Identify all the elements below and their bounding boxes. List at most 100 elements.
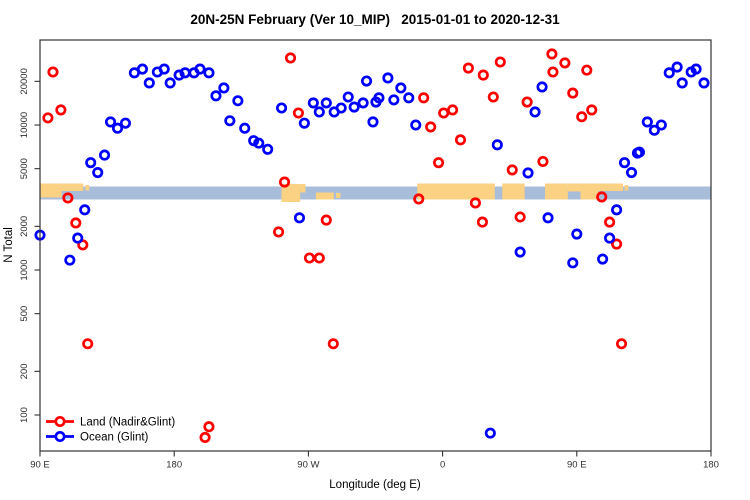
axis-ticks: 90 E 180 90 W 0 90 E 180 100 200 500 1000 2000 5000…: [19, 68, 719, 470]
data-point-land: [62, 192, 74, 204]
data-point-ocean: [357, 97, 369, 109]
x-tick-label: 180: [703, 460, 719, 471]
data-point-land: [438, 107, 450, 119]
data-point-ocean: [348, 101, 360, 113]
data-point-ocean: [79, 204, 91, 216]
data-point-land: [559, 57, 571, 69]
data-point-ocean: [92, 166, 104, 179]
data-point-ocean: [335, 102, 347, 114]
x-axis-title: Longitude (deg E): [329, 479, 421, 491]
data-point-ocean: [119, 117, 131, 129]
data-point-ocean: [484, 427, 496, 439]
y-tick-label: 2000: [19, 216, 30, 237]
data-point-ocean: [395, 82, 407, 94]
data-point-ocean: [111, 122, 124, 134]
data-point-land: [303, 252, 315, 264]
legend-land-label: Land (Nadir&Glint): [80, 417, 175, 429]
data-point-land: [604, 216, 616, 228]
y-tick-label: 200: [19, 363, 30, 379]
data-point-ocean: [663, 67, 675, 79]
data-point-ocean: [224, 115, 236, 127]
data-point-ocean: [522, 167, 534, 179]
data-point-ocean: [276, 102, 288, 114]
data-point-ocean: [293, 212, 306, 224]
data-point-ocean: [218, 82, 230, 94]
legend-ocean-label: Ocean (Glint): [80, 432, 149, 444]
map-strip-land-patch: [545, 183, 568, 200]
data-point-ocean: [676, 77, 688, 89]
data-point-land: [537, 155, 549, 168]
data-point-land: [521, 96, 533, 108]
legend-ocean-circle-icon: [54, 430, 66, 443]
data-point-land: [476, 216, 488, 228]
data-point-ocean: [232, 95, 244, 107]
map-strip-land-patch: [417, 183, 495, 200]
data-point-land: [454, 134, 467, 146]
data-point-ocean: [164, 77, 176, 89]
data-point-ocean: [641, 116, 653, 128]
data-point-ocean: [99, 149, 111, 161]
map-strip-ocean: [40, 186, 711, 200]
data-point-land: [611, 238, 623, 250]
data-point-ocean: [179, 67, 191, 79]
data-point-ocean: [597, 253, 609, 265]
data-point-land: [278, 176, 291, 188]
data-point-ocean: [403, 92, 415, 104]
data-point-land: [596, 191, 608, 203]
data-point-land: [203, 421, 215, 433]
map-strip-land-patch: [580, 183, 599, 200]
data-point-ocean: [536, 81, 548, 93]
data-point-ocean: [104, 116, 117, 128]
y-tick-label: 20000: [19, 68, 30, 94]
data-point-ocean: [618, 157, 631, 169]
data-point-ocean: [262, 143, 274, 155]
map-strip-land-patch: [567, 183, 581, 192]
data-point-ocean: [690, 63, 702, 75]
y-tick-label: 5000: [19, 158, 30, 179]
data-point-land: [494, 56, 506, 68]
y-tick-label: 100: [19, 407, 30, 423]
data-point-land: [462, 62, 474, 74]
data-point-land: [413, 193, 425, 205]
data-point-ocean: [143, 77, 155, 89]
data-point-land: [327, 338, 339, 350]
data-point-ocean: [382, 72, 394, 84]
land-ocean-map-strip: [40, 183, 711, 202]
chart-title: 20N-25N February (Ver 10_MIP) 2015-01-01…: [190, 12, 560, 27]
data-point-ocean: [298, 117, 310, 129]
data-point-land: [581, 64, 593, 76]
data-point-ocean: [342, 91, 354, 103]
data-point-land: [477, 69, 489, 81]
data-point-land: [469, 197, 481, 209]
data-point-ocean: [158, 63, 170, 75]
data-point-land: [55, 104, 67, 116]
data-point-land: [292, 107, 304, 119]
plot-border: [39, 39, 712, 452]
data-point-land: [199, 431, 211, 444]
legend-item-land: Land (Nadir&Glint): [46, 415, 175, 429]
map-strip-land-patch: [61, 183, 84, 191]
data-point-ocean: [514, 246, 526, 258]
y-tick-label: 500: [19, 306, 30, 322]
data-point-ocean: [388, 94, 400, 106]
data-point-land: [506, 164, 518, 176]
data-point-ocean: [604, 232, 616, 244]
data-point-land: [447, 104, 459, 116]
data-point-ocean: [567, 257, 579, 269]
map-strip-land-patch: [40, 183, 62, 198]
map-strip-land-patch: [281, 184, 301, 202]
x-tick-label: 90 E: [30, 460, 50, 471]
data-point-ocean: [361, 75, 373, 87]
data-point-ocean: [542, 212, 554, 224]
map-strip-land-patch: [300, 184, 306, 193]
data-point-ocean: [313, 106, 325, 118]
x-tick-label: 90 E: [567, 460, 587, 471]
data-point-land: [320, 214, 332, 226]
data-point-land: [425, 121, 437, 133]
data-point-ocean: [210, 90, 222, 102]
x-tick-label: 0: [440, 460, 445, 471]
data-point-ocean: [631, 147, 644, 159]
legend: Land (Nadir&Glint) Ocean (Glint): [46, 415, 175, 444]
map-strip-land-patch: [315, 192, 334, 200]
